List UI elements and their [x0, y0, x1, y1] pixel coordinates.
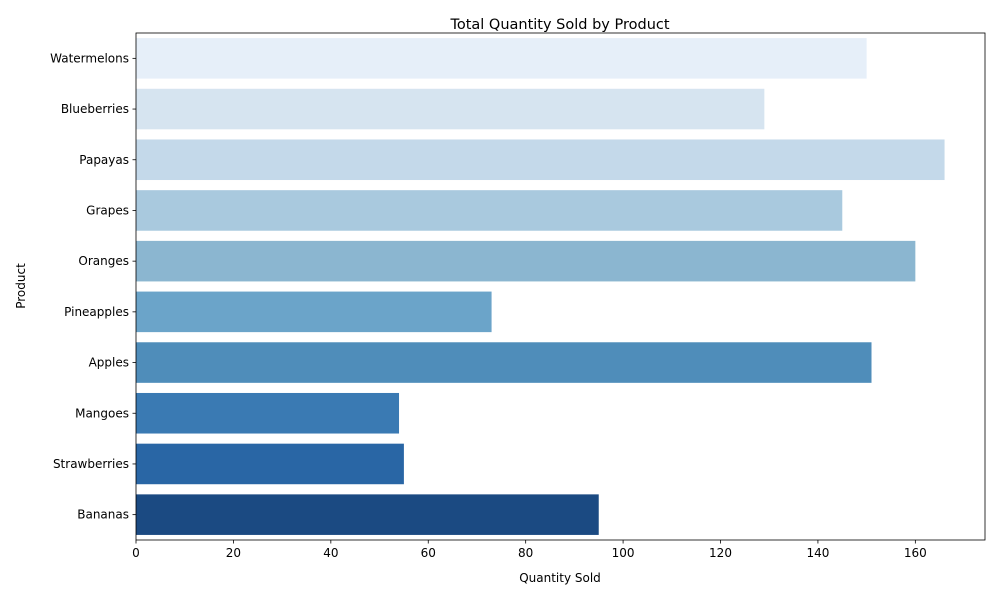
- y-tick-label: Apples: [89, 356, 129, 370]
- x-axis-title: Quantity Sold: [519, 571, 601, 585]
- bar: [136, 240, 916, 282]
- y-tick-label: Papayas: [79, 153, 129, 167]
- bar: [136, 291, 492, 333]
- x-tick-label: 160: [904, 546, 927, 560]
- y-tick-label: Grapes: [86, 203, 129, 217]
- y-tick-label: Strawberries: [53, 457, 129, 471]
- x-tick-label: 60: [421, 546, 436, 560]
- chart-title: Total Quantity Sold by Product: [449, 17, 669, 33]
- x-tick-label: 40: [323, 546, 338, 560]
- bar: [136, 494, 599, 535]
- x-tick-label: 20: [226, 546, 241, 560]
- x-axis-ticks: 0 20 40 60 80 100 120 140 160: [132, 540, 927, 560]
- bar: [136, 342, 872, 383]
- y-tick-label: Blueberries: [61, 102, 129, 116]
- x-tick-label: 120: [709, 546, 732, 560]
- plot-frame: [135, 32, 986, 541]
- bars-group: [136, 38, 945, 535]
- y-tick-label: Watermelons: [50, 51, 129, 65]
- y-axis-title: Product: [14, 263, 28, 309]
- y-tick-label: Mangoes: [75, 406, 129, 420]
- x-tick-label: 100: [612, 546, 635, 560]
- x-tick-label: 140: [806, 546, 829, 560]
- y-axis-ticks: Watermelons Blueberries Papayas Grapes Orang…: [50, 51, 136, 522]
- bar: [136, 190, 843, 231]
- bar: [136, 392, 400, 434]
- y-tick-label: Bananas: [77, 508, 129, 522]
- bar: [136, 443, 404, 485]
- y-tick-label: Oranges: [78, 254, 129, 268]
- bar: [136, 38, 867, 79]
- y-tick-label: Pineapples: [64, 305, 129, 319]
- x-tick-label: 80: [518, 546, 533, 560]
- bar: [136, 139, 945, 181]
- x-tick-label: 0: [132, 546, 140, 560]
- bar: [136, 88, 765, 130]
